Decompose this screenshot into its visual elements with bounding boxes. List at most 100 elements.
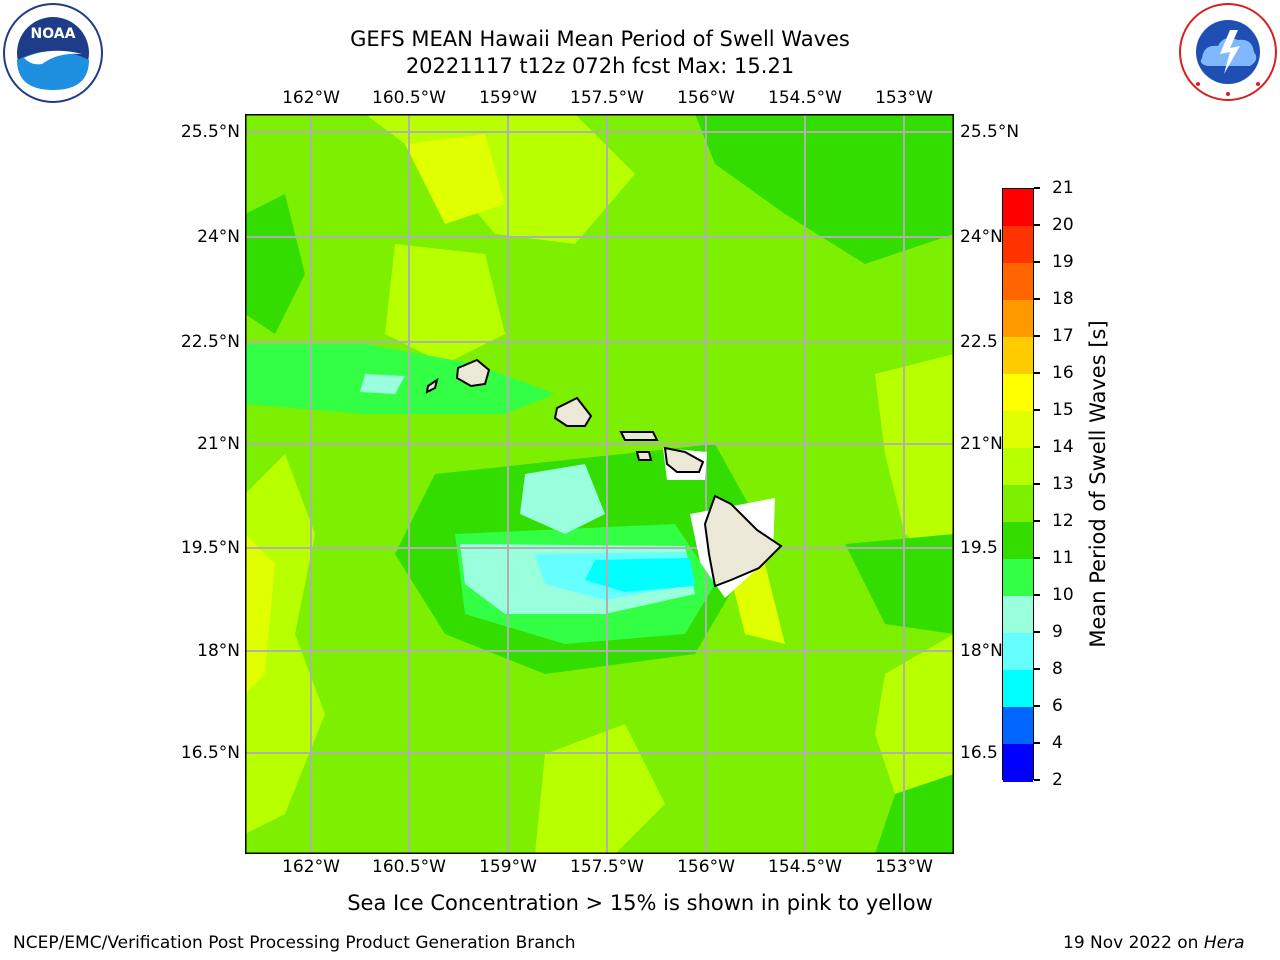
island-oahu bbox=[553, 396, 593, 427]
lon-tick-bottom: 160.5°W bbox=[372, 857, 446, 877]
noaa-logo: NOAA bbox=[2, 2, 104, 104]
field-band-14-15 bbox=[245, 534, 275, 694]
lon-tick-top: 160.5°W bbox=[372, 88, 446, 108]
colorbar-tickmark bbox=[1034, 261, 1040, 263]
lon-tick-bottom: 156°W bbox=[677, 857, 735, 877]
colorbar-segment bbox=[1003, 411, 1033, 449]
colorbar-tickmark bbox=[1034, 557, 1040, 559]
colorbar-tickmark bbox=[1034, 668, 1040, 670]
field-band-13-14 bbox=[875, 634, 954, 814]
colorbar-segment bbox=[1003, 596, 1033, 634]
colorbar-tickmark bbox=[1034, 705, 1040, 707]
colorbar-tickmark bbox=[1034, 742, 1040, 744]
lat-tick-right: 18°N bbox=[960, 641, 1003, 661]
colorbar-tick-label: 15 bbox=[1052, 400, 1074, 420]
lon-tick-bottom: 154.5°W bbox=[768, 857, 842, 877]
field-band-13-14 bbox=[875, 354, 954, 574]
lon-tick-bottom: 159°W bbox=[479, 857, 537, 877]
lat-tick-left: 22.5°N bbox=[180, 332, 240, 352]
island-lanai bbox=[635, 451, 653, 461]
colorbar-tick-label: 19 bbox=[1052, 252, 1074, 272]
island-maui bbox=[663, 446, 705, 473]
lon-tick-top: 154.5°W bbox=[768, 88, 842, 108]
lat-tick-left: 16.5°N bbox=[180, 743, 240, 763]
field-band-14-15 bbox=[405, 134, 505, 224]
footer-date: 19 Nov 2022 on bbox=[1063, 933, 1204, 953]
footer-right: 19 Nov 2022 on Hera bbox=[1063, 933, 1245, 953]
colorbar-tickmark bbox=[1034, 520, 1040, 522]
islands bbox=[425, 358, 783, 588]
map-panel[interactable] bbox=[245, 114, 954, 854]
lat-tick-left: 21°N bbox=[197, 434, 240, 454]
lon-tick-bottom: 157.5°W bbox=[570, 857, 644, 877]
colorbar-tick-label: 14 bbox=[1052, 437, 1074, 457]
lat-tick-right: 22.5 bbox=[960, 332, 998, 352]
lat-tick-right: 25.5°N bbox=[960, 122, 1020, 142]
lon-tick-top: 159°W bbox=[479, 88, 537, 108]
lon-tick-top: 157.5°W bbox=[570, 88, 644, 108]
island-niihau bbox=[425, 377, 439, 394]
field-band-11-12 bbox=[695, 114, 954, 264]
lat-tick-right: 24°N bbox=[960, 227, 1003, 247]
lat-tick-right: 19.5 bbox=[960, 538, 998, 558]
colorbar-segment bbox=[1003, 300, 1033, 338]
colorbar-tick-label: 9 bbox=[1052, 622, 1063, 642]
colorbar-segment bbox=[1003, 670, 1033, 708]
chart-title: GEFS MEAN Hawaii Mean Period of Swell Wa… bbox=[350, 27, 850, 51]
colorbar-tickmark bbox=[1034, 779, 1040, 781]
field-band-9-10 bbox=[360, 374, 405, 394]
colorbar-tick-label: 12 bbox=[1052, 511, 1074, 531]
lat-tick-left: 25.5°N bbox=[180, 122, 240, 142]
map-border bbox=[245, 114, 954, 854]
colorbar-segment bbox=[1003, 485, 1033, 523]
lat-tick-right: 21°N bbox=[960, 434, 1003, 454]
colorbar-tick-label: 6 bbox=[1052, 696, 1063, 716]
footer-left: NCEP/EMC/Verification Post Processing Pr… bbox=[13, 933, 576, 953]
colorbar-tickmark bbox=[1034, 335, 1040, 337]
field-band-11-12 bbox=[845, 534, 954, 634]
colorbar-segment bbox=[1003, 744, 1033, 782]
colorbar-segment bbox=[1003, 189, 1033, 227]
lon-tick-top: 162°W bbox=[282, 88, 340, 108]
colorbar-tickmark bbox=[1034, 631, 1040, 633]
colorbar-tick-label: 10 bbox=[1052, 585, 1074, 605]
colorbar-segment bbox=[1003, 522, 1033, 560]
lon-tick-top: 156°W bbox=[677, 88, 735, 108]
island-kauai bbox=[455, 358, 491, 388]
lon-tick-bottom: 162°W bbox=[282, 857, 340, 877]
field-band-13-14 bbox=[535, 724, 665, 854]
field-band-11-12 bbox=[245, 194, 305, 334]
colorbar-segment bbox=[1003, 559, 1033, 597]
colorbar-tickmark bbox=[1034, 409, 1040, 411]
graticule bbox=[245, 114, 954, 854]
colorbar-segment bbox=[1003, 448, 1033, 486]
nws-logo bbox=[1178, 2, 1278, 102]
colorbar-tickmark bbox=[1034, 298, 1040, 300]
field-band-9-10 bbox=[520, 464, 605, 534]
colorbar-tick-label: 2 bbox=[1052, 770, 1063, 790]
island-molokai bbox=[619, 431, 659, 441]
colorbar-tick-label: 8 bbox=[1052, 659, 1063, 679]
colorbar-tickmark bbox=[1034, 187, 1040, 189]
colorbar-tick-label: 21 bbox=[1052, 178, 1074, 198]
field-band-13-14 bbox=[385, 244, 505, 364]
colorbar-label: Mean Period of Swell Waves [s] bbox=[1086, 320, 1110, 648]
lat-tick-left: 24°N bbox=[197, 227, 240, 247]
colorbar-segment bbox=[1003, 337, 1033, 375]
colorbar bbox=[1002, 188, 1034, 782]
colorbar-tick-label: 17 bbox=[1052, 326, 1074, 346]
lon-tick-bottom: 153°W bbox=[875, 857, 933, 877]
field-band-6-8 bbox=[585, 558, 695, 592]
sea-ice-note: Sea Ice Concentration > 15% is shown in … bbox=[347, 891, 933, 915]
colorbar-tick-label: 20 bbox=[1052, 215, 1074, 235]
colorbar-tick-label: 16 bbox=[1052, 363, 1074, 383]
colorbar-tick-label: 11 bbox=[1052, 548, 1074, 568]
colorbar-segment bbox=[1003, 226, 1033, 264]
lat-tick-left: 18°N bbox=[197, 641, 240, 661]
chart-subtitle: 20221117 t12z 072h fcst Max: 15.21 bbox=[405, 54, 795, 78]
noaa-logo-text: NOAA bbox=[31, 26, 76, 42]
colorbar-segment bbox=[1003, 633, 1033, 671]
lat-tick-right: 16.5 bbox=[960, 743, 998, 763]
footer-machine: Hera bbox=[1203, 933, 1245, 953]
colorbar-tick-label: 13 bbox=[1052, 474, 1074, 494]
